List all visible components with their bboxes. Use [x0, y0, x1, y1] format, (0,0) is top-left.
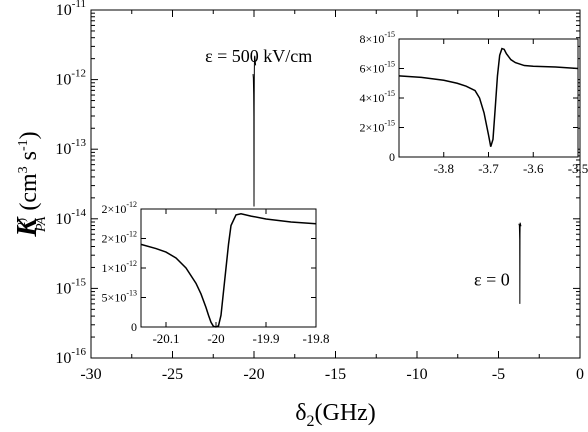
inset-right-frame: [398, 38, 579, 158]
inset-right-ytick-label: 4×10-15: [360, 89, 395, 105]
main-ytick-label: 10-12: [55, 68, 86, 89]
annotation-field-500: ε = 500 kV/cm: [205, 46, 312, 66]
main-ytick-label: 10-14: [55, 207, 86, 228]
inset-left-xtick-label: -20: [207, 331, 224, 346]
inset-right-ytick-label: 8×10-15: [360, 30, 395, 46]
inset-left-ytick-label: 0: [131, 320, 137, 334]
inset-left-xtick-label: -19.8: [302, 331, 329, 346]
main-ytick-label: 10-16: [55, 346, 86, 367]
main-xtick-label: -5: [492, 366, 505, 383]
main-xtick-label: 0: [576, 366, 584, 383]
main-ytick-label: 10-15: [55, 276, 86, 297]
inset-left-xtick-label: -19.9: [252, 331, 279, 346]
main-xtick-label: -30: [80, 366, 101, 383]
inset-right-xtick-label: -3.7: [478, 161, 499, 176]
inset-right-xtick-label: -3.8: [433, 161, 454, 176]
inset-left-ytick-label: 2×10-12: [102, 230, 137, 246]
main-series-line-1: [518, 222, 522, 304]
inset-right-xtick-label: -3.5: [568, 161, 588, 176]
inset-left-frame: [140, 208, 317, 328]
inset-left-ytick-label: 1×10-12: [102, 259, 137, 275]
main-xtick-label: -15: [325, 366, 346, 383]
inset-left-ytick-label: 5×10-13: [102, 289, 137, 305]
main-xtick-label: -20: [243, 366, 264, 383]
main-xtick-label: -10: [406, 366, 427, 383]
main-xlabel: δ2(GHz): [295, 400, 376, 430]
inset-right-ytick-label: 2×10-15: [360, 119, 395, 135]
inset-right-series-line-0: [398, 47, 579, 147]
inset-right-ytick-label: 6×10-15: [360, 60, 395, 76]
inset-left-xtick-label: -20.1: [152, 331, 179, 346]
main-ytick-label: 10-13: [55, 137, 86, 158]
main-ylabel: K(2) PA (cm3 s-1): [12, 131, 49, 237]
annotation-field-0: ε = 0: [474, 270, 510, 290]
main-xtick-label: -25: [162, 366, 183, 383]
main-series-line-0: [252, 55, 257, 207]
inset-left-ytick-label: 2×10-12: [102, 200, 137, 216]
inset-right-xtick-label: -3.6: [523, 161, 544, 176]
inset-left-series-line-0: [140, 212, 317, 328]
inset-right-ytick-label: 0: [389, 150, 395, 164]
main-ytick-label: 10-11: [56, 0, 86, 19]
